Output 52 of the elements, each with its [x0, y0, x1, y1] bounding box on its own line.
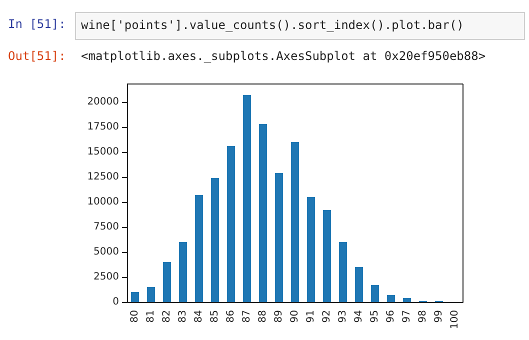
- bar: [403, 298, 411, 302]
- bar: [211, 178, 219, 302]
- y-tick-label: 5000: [94, 246, 119, 258]
- text: <matplotlib.axes._subplots.AxesSubplot at 0x20ef950eb88>: [81, 49, 486, 63]
- y-tick-label: 12500: [87, 172, 119, 182]
- x-tick-label: 82: [162, 310, 172, 323]
- x-tick-label: 94: [354, 310, 364, 323]
- bar: [291, 142, 299, 302]
- bar: [163, 262, 171, 302]
- text: In [51]:: [8, 17, 66, 31]
- bar: [259, 124, 267, 302]
- bar: [147, 287, 155, 302]
- x-tick-label: 90: [290, 310, 300, 323]
- y-tick-label: 17500: [87, 122, 119, 132]
- x-tick-label: 99: [434, 310, 444, 323]
- x-tick-label: 96: [386, 310, 396, 323]
- y-tick-label: 2500: [94, 272, 119, 282]
- bar: [371, 285, 379, 302]
- bar: [227, 146, 235, 302]
- bar: [355, 267, 363, 302]
- x-tick-label: 83: [178, 310, 188, 323]
- x-tick-label: 91: [306, 310, 316, 323]
- x-tick-label: 95: [370, 310, 380, 323]
- y-tick-label: 0: [112, 296, 119, 308]
- x-tick-label: 87: [242, 310, 252, 323]
- bar: [275, 173, 283, 302]
- bar: [387, 295, 395, 302]
- x-tick-label: 100: [450, 310, 460, 330]
- bar: [243, 95, 251, 302]
- y-tick-label: 10000: [87, 196, 119, 208]
- bar: [131, 292, 139, 302]
- x-tick-label: 97: [402, 310, 412, 323]
- bar: [323, 210, 331, 302]
- x-tick-label: 89: [274, 310, 284, 323]
- x-tick-label: 93: [338, 310, 348, 323]
- x-tick-label: 85: [210, 310, 220, 323]
- bar: [307, 197, 315, 302]
- bar: [195, 195, 203, 302]
- x-tick-label: 92: [322, 310, 332, 323]
- y-tick-label: 20000: [87, 96, 119, 108]
- bar: [339, 242, 347, 302]
- text: wine['points'].value_counts().sort_index().plot.bar(): [81, 18, 464, 32]
- y-tick-label: 15000: [87, 146, 119, 158]
- text: Out[51]:: [8, 49, 66, 63]
- x-tick-label: 84: [194, 310, 204, 323]
- y-tick-label: 7500: [94, 222, 119, 232]
- x-tick-label: 81: [146, 310, 156, 323]
- bar: [179, 242, 187, 302]
- x-tick-label: 80: [130, 310, 140, 323]
- x-tick-label: 98: [418, 310, 428, 323]
- x-tick-label: 86: [226, 310, 236, 323]
- x-tick-label: 88: [258, 310, 268, 323]
